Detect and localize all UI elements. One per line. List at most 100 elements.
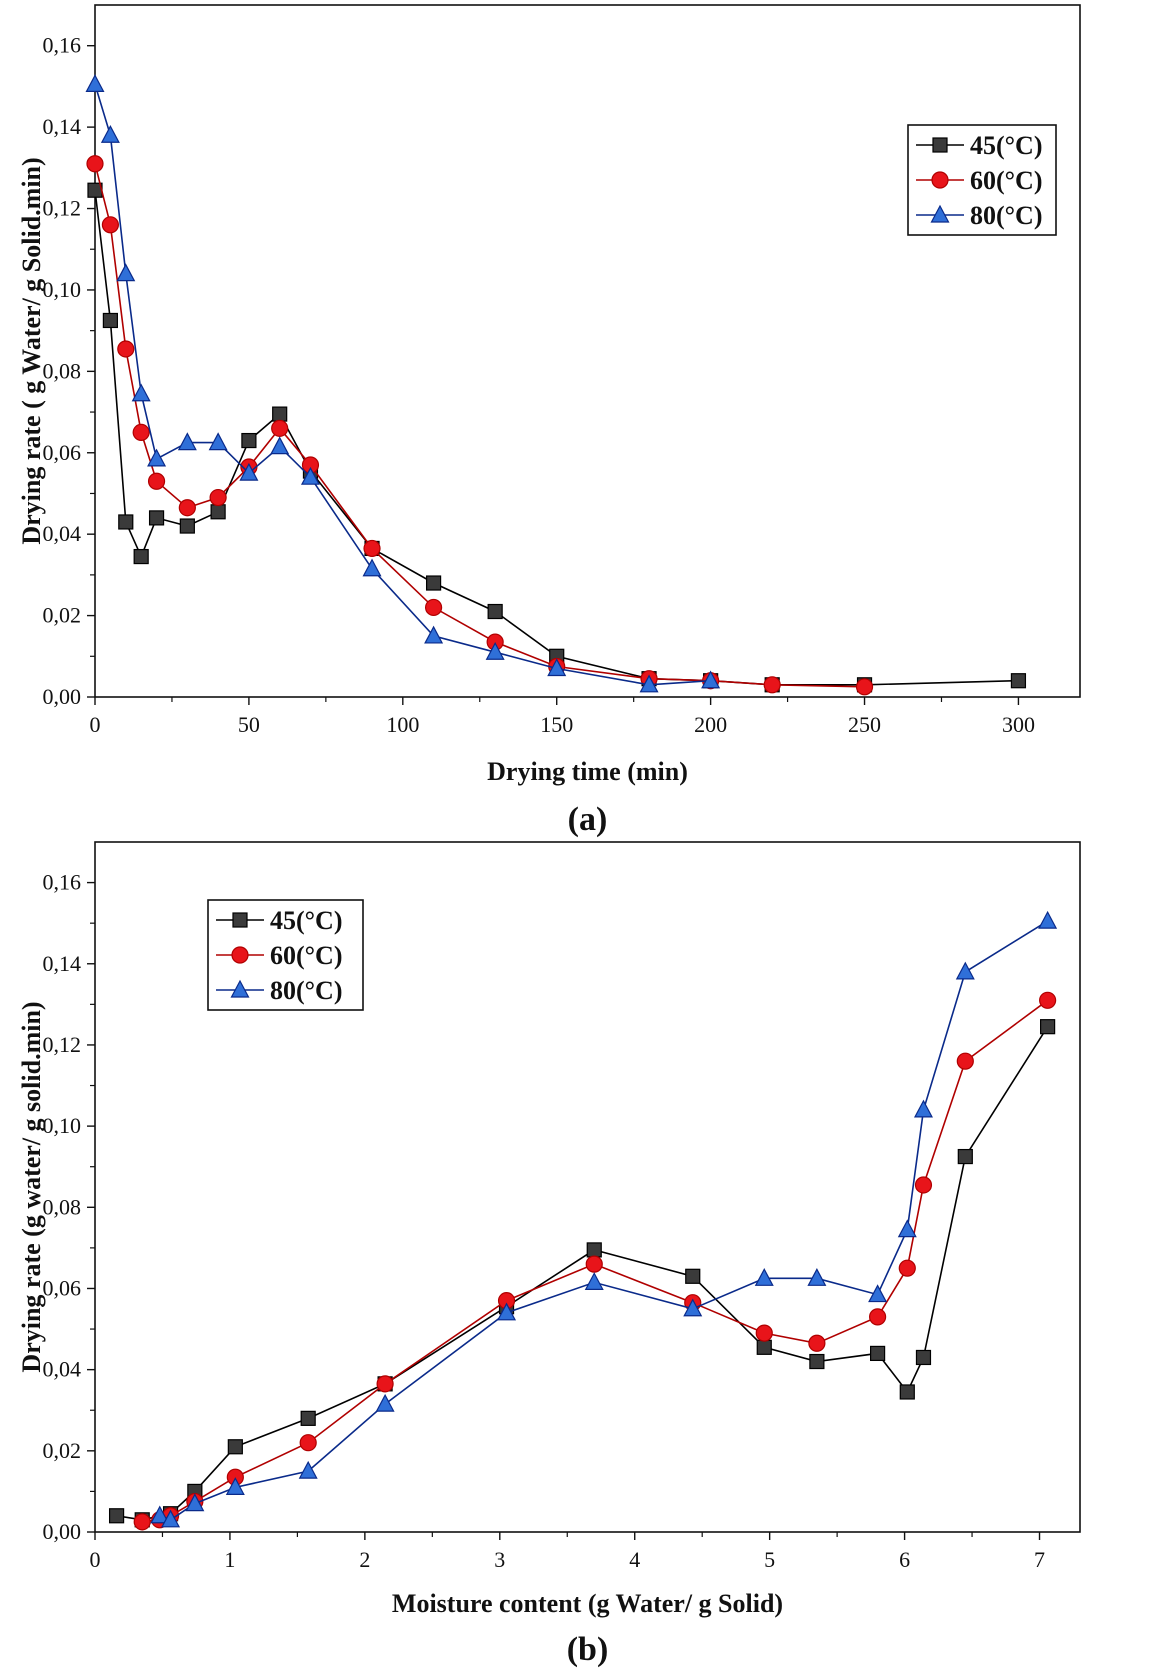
panel-b-x-tick-label: 1 xyxy=(224,1547,235,1572)
panel-a-legend-marker-1 xyxy=(932,137,948,153)
panel-b-legend-label-3: 80(°C) xyxy=(270,976,343,1005)
panel-b-y-tick-label: 0,10 xyxy=(43,1113,82,1138)
panel-a-series-3-point xyxy=(131,383,151,402)
panel-b-y-tick-label: 0,04 xyxy=(43,1357,82,1382)
panel-b-x-axis-title: Moisture content (g Water/ g Solid) xyxy=(392,1589,783,1618)
panel-b-series-1-point xyxy=(915,1349,932,1366)
panel-a-x-tick-label: 250 xyxy=(848,712,881,737)
panel-a-series-line-2 xyxy=(94,163,865,688)
panel-a-series-2-point xyxy=(763,676,781,694)
panel-b-series-2-point xyxy=(956,1052,974,1070)
panel-a-series-2-point xyxy=(86,155,104,173)
panel-a-plot-frame xyxy=(94,4,1081,698)
panel-a-series-2-point xyxy=(209,488,227,507)
panel-a-series-3-point xyxy=(547,658,567,677)
panel-a-series-3-point xyxy=(362,558,382,577)
panel-a-y-tick-label: 0,16 xyxy=(43,33,82,58)
panel-b-series-3-point xyxy=(913,1099,933,1118)
panel-b-series-2-point xyxy=(585,1255,603,1273)
panel-a-y-tick-label: 0,10 xyxy=(43,277,82,302)
panel-b-series-1-point xyxy=(1040,1019,1056,1035)
panel-b-series-2-point xyxy=(914,1176,933,1194)
panel-a-x-tick-label: 0 xyxy=(90,712,101,737)
panel-a-series-1-point xyxy=(118,514,134,530)
panel-a-y-tick-label: 0,08 xyxy=(43,358,82,383)
panel-a-x-axis-title: Drying time (min) xyxy=(487,757,688,786)
panel-a-series-2-point xyxy=(117,340,135,358)
panel-a-series-3-point xyxy=(424,625,444,644)
panel-a-series-3-point xyxy=(239,462,259,481)
panel-a-legend-marker-2 xyxy=(931,171,949,189)
panel-a-series-1-point xyxy=(210,504,226,520)
panel-a-legend-label-3: 80(°C) xyxy=(970,201,1043,230)
panel-b-y-tick-label: 0,00 xyxy=(43,1519,82,1544)
panel-a-series-1-point xyxy=(179,518,195,534)
panel-b-legend-label-2: 60(°C) xyxy=(270,941,343,970)
panel-a-series-2-point xyxy=(855,678,874,696)
panel-b-series-3-point xyxy=(375,1393,395,1412)
panel-b-series-1-point xyxy=(899,1384,915,1400)
panel-b-series-1-point xyxy=(227,1439,243,1455)
panel-b-series-3-point xyxy=(807,1268,827,1286)
panel-a-legend: 45(°C) 60(°C) 80(°C) xyxy=(907,124,1057,236)
panel-b-x-tick-label: 7 xyxy=(1034,1547,1045,1572)
panel-b-series-2-point xyxy=(299,1434,317,1452)
panel-a-x-tick-label: 50 xyxy=(238,712,260,737)
panel-a-series-2-point xyxy=(101,216,119,234)
panel-b-series-3-point xyxy=(868,1284,888,1303)
panel-b-series-2-point xyxy=(755,1324,773,1342)
panel-b-series-3-point xyxy=(955,961,975,980)
panel-b-x-tick-label: 5 xyxy=(764,1547,775,1572)
panel-a-series-3-point xyxy=(485,641,505,660)
panel-b-series-3-point xyxy=(1038,910,1058,929)
panel-b-series-1-point xyxy=(108,1508,125,1524)
panel-b-series-2-point xyxy=(898,1259,916,1277)
panel-b-series-3-point xyxy=(497,1302,517,1321)
panel-a-y-axis-title: Drying rate ( g Water/ g Solid.min) xyxy=(17,157,46,544)
panel-b-y-tick-label: 0,12 xyxy=(43,1032,82,1057)
panel-a-series-1-point xyxy=(487,603,503,620)
panel-b-legend: 45(°C) 60(°C) 80(°C) xyxy=(207,899,364,1011)
panel-a-series-2-point xyxy=(424,598,443,617)
panel-b-series-2-point xyxy=(1039,991,1057,1009)
panel-b-series-2-point xyxy=(133,1513,151,1531)
panel-a-series-2-point xyxy=(363,539,381,558)
panel-a-series-3-point xyxy=(85,74,105,92)
panel-b-series-1-point xyxy=(957,1148,973,1165)
panel-a-legend-label-1: 45(°C) xyxy=(970,131,1043,160)
panel-b-series-3-point xyxy=(150,1505,170,1524)
panel-a-series-3-point xyxy=(300,466,320,485)
panel-b-legend-label-1: 45(°C) xyxy=(270,906,343,935)
panel-b-series-1-point xyxy=(685,1268,701,1284)
panel-a-series-3-point xyxy=(270,436,290,455)
panel-b-y-tick-label: 0,14 xyxy=(43,951,82,976)
panel-a-series-3-point xyxy=(116,263,136,282)
panel-b-series-3-point xyxy=(754,1268,774,1286)
panel-b-series-1-point xyxy=(809,1353,825,1370)
panel-b-series-3-point xyxy=(185,1493,205,1512)
panel-b-series-3-point xyxy=(683,1298,703,1317)
panel-b-series-2-point xyxy=(376,1375,394,1393)
panel-a-series-1-point xyxy=(425,575,442,591)
panel-a-x-tick-label: 200 xyxy=(694,712,727,737)
panel-a-series-3-point xyxy=(147,448,167,467)
panel-b-series-3-point xyxy=(225,1477,245,1495)
panel-a-series-1-point xyxy=(241,432,257,449)
panel-a-series-1-point xyxy=(272,406,288,422)
panel-a-series-3-point xyxy=(701,670,721,689)
panel-b-y-tick-label: 0,08 xyxy=(43,1194,82,1219)
panel-a-series-3-point xyxy=(177,432,197,451)
panel-b-series-3-point xyxy=(298,1460,318,1479)
panel-a-series-1-point xyxy=(133,548,149,565)
panel-b-y-tick-label: 0,06 xyxy=(43,1275,82,1300)
chart-panel-b: 0 1 2 3 4 5 6 7 0,00 0,02 0,04 0,06 0,08 0,10 0,12 0,14… xyxy=(17,841,1081,1668)
panel-b-series-1-point xyxy=(756,1339,772,1355)
panel-b-series-1-point xyxy=(870,1345,886,1362)
chart-panel-a: 0 50 100 150 200 250 300 0,00 0,02 0,04 0,06 0,08 0,… xyxy=(17,4,1081,838)
panel-b-y-tick-label: 0,16 xyxy=(43,870,82,895)
panel-a-x-tick-label: 300 xyxy=(1002,712,1035,737)
panel-a-series-1-point xyxy=(1010,673,1027,689)
panel-b-series-1-point xyxy=(586,1242,602,1258)
panel-a-y-tick-label: 0,14 xyxy=(43,114,82,139)
